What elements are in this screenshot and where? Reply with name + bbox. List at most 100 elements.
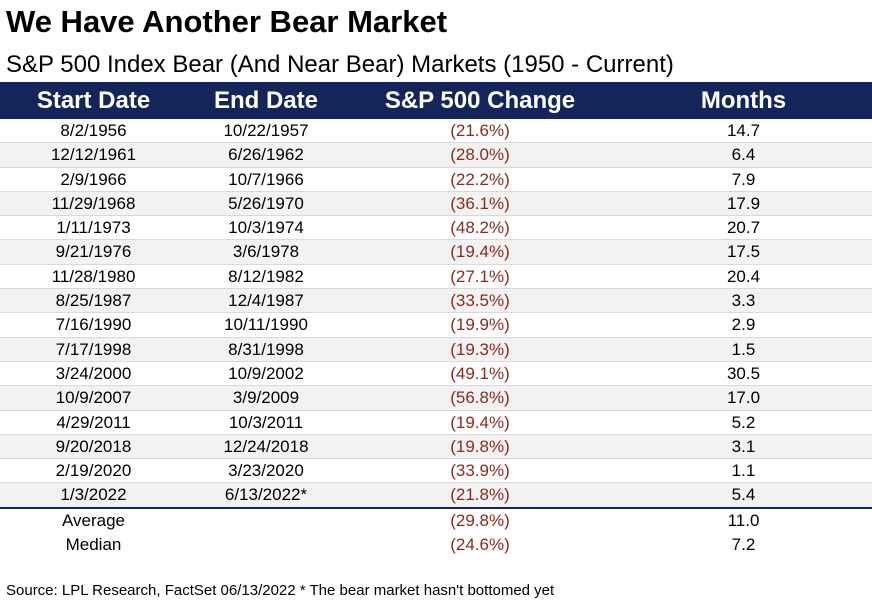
end-date-cell: 12/24/2018 bbox=[223, 436, 309, 456]
table-summary: Average (29.8%) 11.0 Median (24.6%) 7.2 bbox=[0, 509, 872, 557]
change-cell: (22.2%) bbox=[450, 169, 510, 189]
start-date-cell: 8/2/1956 bbox=[60, 121, 127, 140]
months-cell: 20.7 bbox=[726, 218, 761, 238]
end-date-cell: 8/12/1982 bbox=[228, 266, 304, 286]
start-date-cell: 7/17/1998 bbox=[55, 339, 132, 359]
start-date-cell: 1/11/1973 bbox=[56, 218, 131, 238]
months-cell: 1.5 bbox=[731, 339, 756, 359]
table-row: 8/25/1987 12/4/1987 (33.5%) 3.3 bbox=[0, 289, 872, 314]
months-cell: 3.1 bbox=[731, 436, 756, 456]
months-cell: 17.9 bbox=[726, 193, 761, 213]
summary-divider bbox=[0, 507, 872, 509]
change-cell: (19.9%) bbox=[450, 315, 510, 335]
start-date-cell: 1/3/2022 bbox=[60, 485, 127, 505]
start-date-cell: 11/29/1968 bbox=[51, 193, 136, 213]
end-date-cell: 3/6/1978 bbox=[232, 242, 300, 262]
summary-row: Average (29.8%) 11.0 bbox=[0, 509, 872, 533]
change-cell: (36.1%) bbox=[450, 193, 510, 213]
summary-empty-cell bbox=[187, 533, 345, 557]
summary-change-cell: (24.6%) bbox=[450, 535, 510, 554]
table-row: 10/9/2007 3/9/2009 (56.8%) 17.0 bbox=[0, 386, 872, 411]
table-row: 9/21/1976 3/6/1978 (19.4%) 17.5 bbox=[0, 240, 872, 265]
summary-change-cell: (29.8%) bbox=[450, 511, 510, 530]
change-cell: (19.8%) bbox=[450, 436, 510, 456]
end-date-cell: 10/11/1990 bbox=[224, 315, 308, 335]
end-date-cell: 6/13/2022* bbox=[224, 485, 308, 505]
months-cell: 3.3 bbox=[731, 291, 756, 311]
summary-label-cell: Median bbox=[65, 535, 122, 554]
table-row: 11/28/1980 8/12/1982 (27.1%) 20.4 bbox=[0, 265, 872, 290]
column-header-end-date: End Date bbox=[213, 87, 318, 114]
change-cell: (48.2%) bbox=[450, 218, 510, 238]
chart-title: We Have Another Bear Market bbox=[6, 4, 448, 39]
table-row: 11/29/1968 5/26/1970 (36.1%) 17.9 bbox=[0, 191, 872, 217]
months-cell: 2.9 bbox=[731, 315, 756, 335]
change-cell: (27.1%) bbox=[450, 266, 510, 286]
table-row: 4/29/2011 10/3/2011 (19.4%) 5.2 bbox=[0, 411, 872, 435]
table-body: 8/2/1956 10/22/1957 (21.6%) 14.7 12/12/1961 6… bbox=[0, 119, 872, 508]
months-cell: 1.1 bbox=[731, 461, 756, 481]
chart-subtitle: S&P 500 Index Bear (And Near Bear) Marke… bbox=[6, 51, 674, 78]
change-cell: (21.6%) bbox=[450, 121, 510, 140]
summary-row: Median (24.6%) 7.2 bbox=[0, 533, 872, 557]
start-date-cell: 2/19/2020 bbox=[55, 461, 132, 481]
change-cell: (21.8%) bbox=[450, 485, 510, 505]
months-cell: 20.4 bbox=[726, 266, 761, 286]
end-date-cell: 3/23/2020 bbox=[228, 461, 304, 481]
column-header-start-date: Start Date bbox=[36, 87, 151, 114]
table-row: 2/9/1966 10/7/1966 (22.2%) 7.9 bbox=[0, 168, 872, 192]
months-cell: 7.9 bbox=[731, 169, 756, 189]
start-date-cell: 9/20/2018 bbox=[55, 436, 132, 456]
summary-months-cell: 7.2 bbox=[731, 535, 756, 554]
change-cell: (19.4%) bbox=[450, 412, 510, 432]
column-header-sp500-change: S&P 500 Change bbox=[384, 87, 576, 114]
table-row: 12/12/1961 6/26/1962 (28.0%) 6.4 bbox=[0, 143, 872, 168]
table-row: 1/11/1973 10/3/1974 (48.2%) 20.7 bbox=[0, 216, 872, 241]
table-header: Start Date End Date S&P 500 Change Month… bbox=[0, 82, 872, 119]
end-date-cell: 3/9/2009 bbox=[232, 388, 300, 408]
table-row: 8/2/1956 10/22/1957 (21.6%) 14.7 bbox=[0, 119, 872, 144]
end-date-cell: 10/9/2002 bbox=[228, 363, 304, 383]
start-date-cell: 3/24/2000 bbox=[55, 363, 132, 383]
summary-empty-cell bbox=[187, 509, 345, 533]
change-cell: (19.3%) bbox=[450, 339, 510, 359]
months-cell: 6.4 bbox=[731, 145, 756, 165]
start-date-cell: 9/21/1976 bbox=[55, 242, 132, 262]
start-date-cell: 7/16/1990 bbox=[55, 315, 132, 335]
months-cell: 14.7 bbox=[726, 121, 761, 140]
column-header-months: Months bbox=[700, 87, 787, 114]
change-cell: (19.4%) bbox=[450, 242, 510, 262]
months-cell: 5.4 bbox=[731, 485, 756, 505]
start-date-cell: 2/9/1966 bbox=[60, 169, 127, 189]
end-date-cell: 10/22/1957 bbox=[223, 121, 309, 140]
start-date-cell: 11/28/1980 bbox=[51, 266, 136, 286]
change-cell: (49.1%) bbox=[450, 363, 510, 383]
months-cell: 5.2 bbox=[731, 412, 756, 432]
summary-label-cell: Average bbox=[61, 511, 125, 530]
start-date-cell: 12/12/1961 bbox=[50, 145, 137, 165]
change-cell: (28.0%) bbox=[450, 145, 510, 165]
start-date-cell: 8/25/1987 bbox=[55, 291, 132, 311]
months-cell: 17.0 bbox=[726, 388, 761, 408]
months-cell: 30.5 bbox=[726, 363, 761, 383]
table-row: 1/3/2022 6/13/2022* (21.8%) 5.4 bbox=[0, 483, 872, 508]
table-row: 2/19/2020 3/23/2020 (33.9%) 1.1 bbox=[0, 459, 872, 484]
end-date-cell: 5/26/1970 bbox=[228, 193, 304, 213]
table-row: 7/17/1998 8/31/1998 (19.3%) 1.5 bbox=[0, 337, 872, 362]
end-date-cell: 12/4/1987 bbox=[228, 291, 304, 311]
end-date-cell: 8/31/1998 bbox=[228, 339, 304, 359]
start-date-cell: 10/9/2007 bbox=[55, 388, 132, 408]
summary-months-cell: 11.0 bbox=[727, 511, 760, 530]
table-row: 9/20/2018 12/24/2018 (19.8%) 3.1 bbox=[0, 434, 872, 460]
change-cell: (56.8%) bbox=[450, 388, 510, 408]
change-cell: (33.9%) bbox=[450, 461, 510, 481]
change-cell: (33.5%) bbox=[450, 291, 510, 311]
end-date-cell: 10/3/2011 bbox=[228, 412, 304, 432]
source-note: Source: LPL Research, FactSet 06/13/2022… bbox=[6, 582, 555, 599]
start-date-cell: 4/29/2011 bbox=[56, 412, 131, 432]
end-date-cell: 10/7/1966 bbox=[228, 169, 304, 189]
end-date-cell: 6/26/1962 bbox=[228, 145, 304, 165]
end-date-cell: 10/3/1974 bbox=[228, 218, 304, 238]
months-cell: 17.5 bbox=[726, 242, 761, 262]
table-row: 7/16/1990 10/11/1990 (19.9%) 2.9 bbox=[0, 313, 872, 338]
